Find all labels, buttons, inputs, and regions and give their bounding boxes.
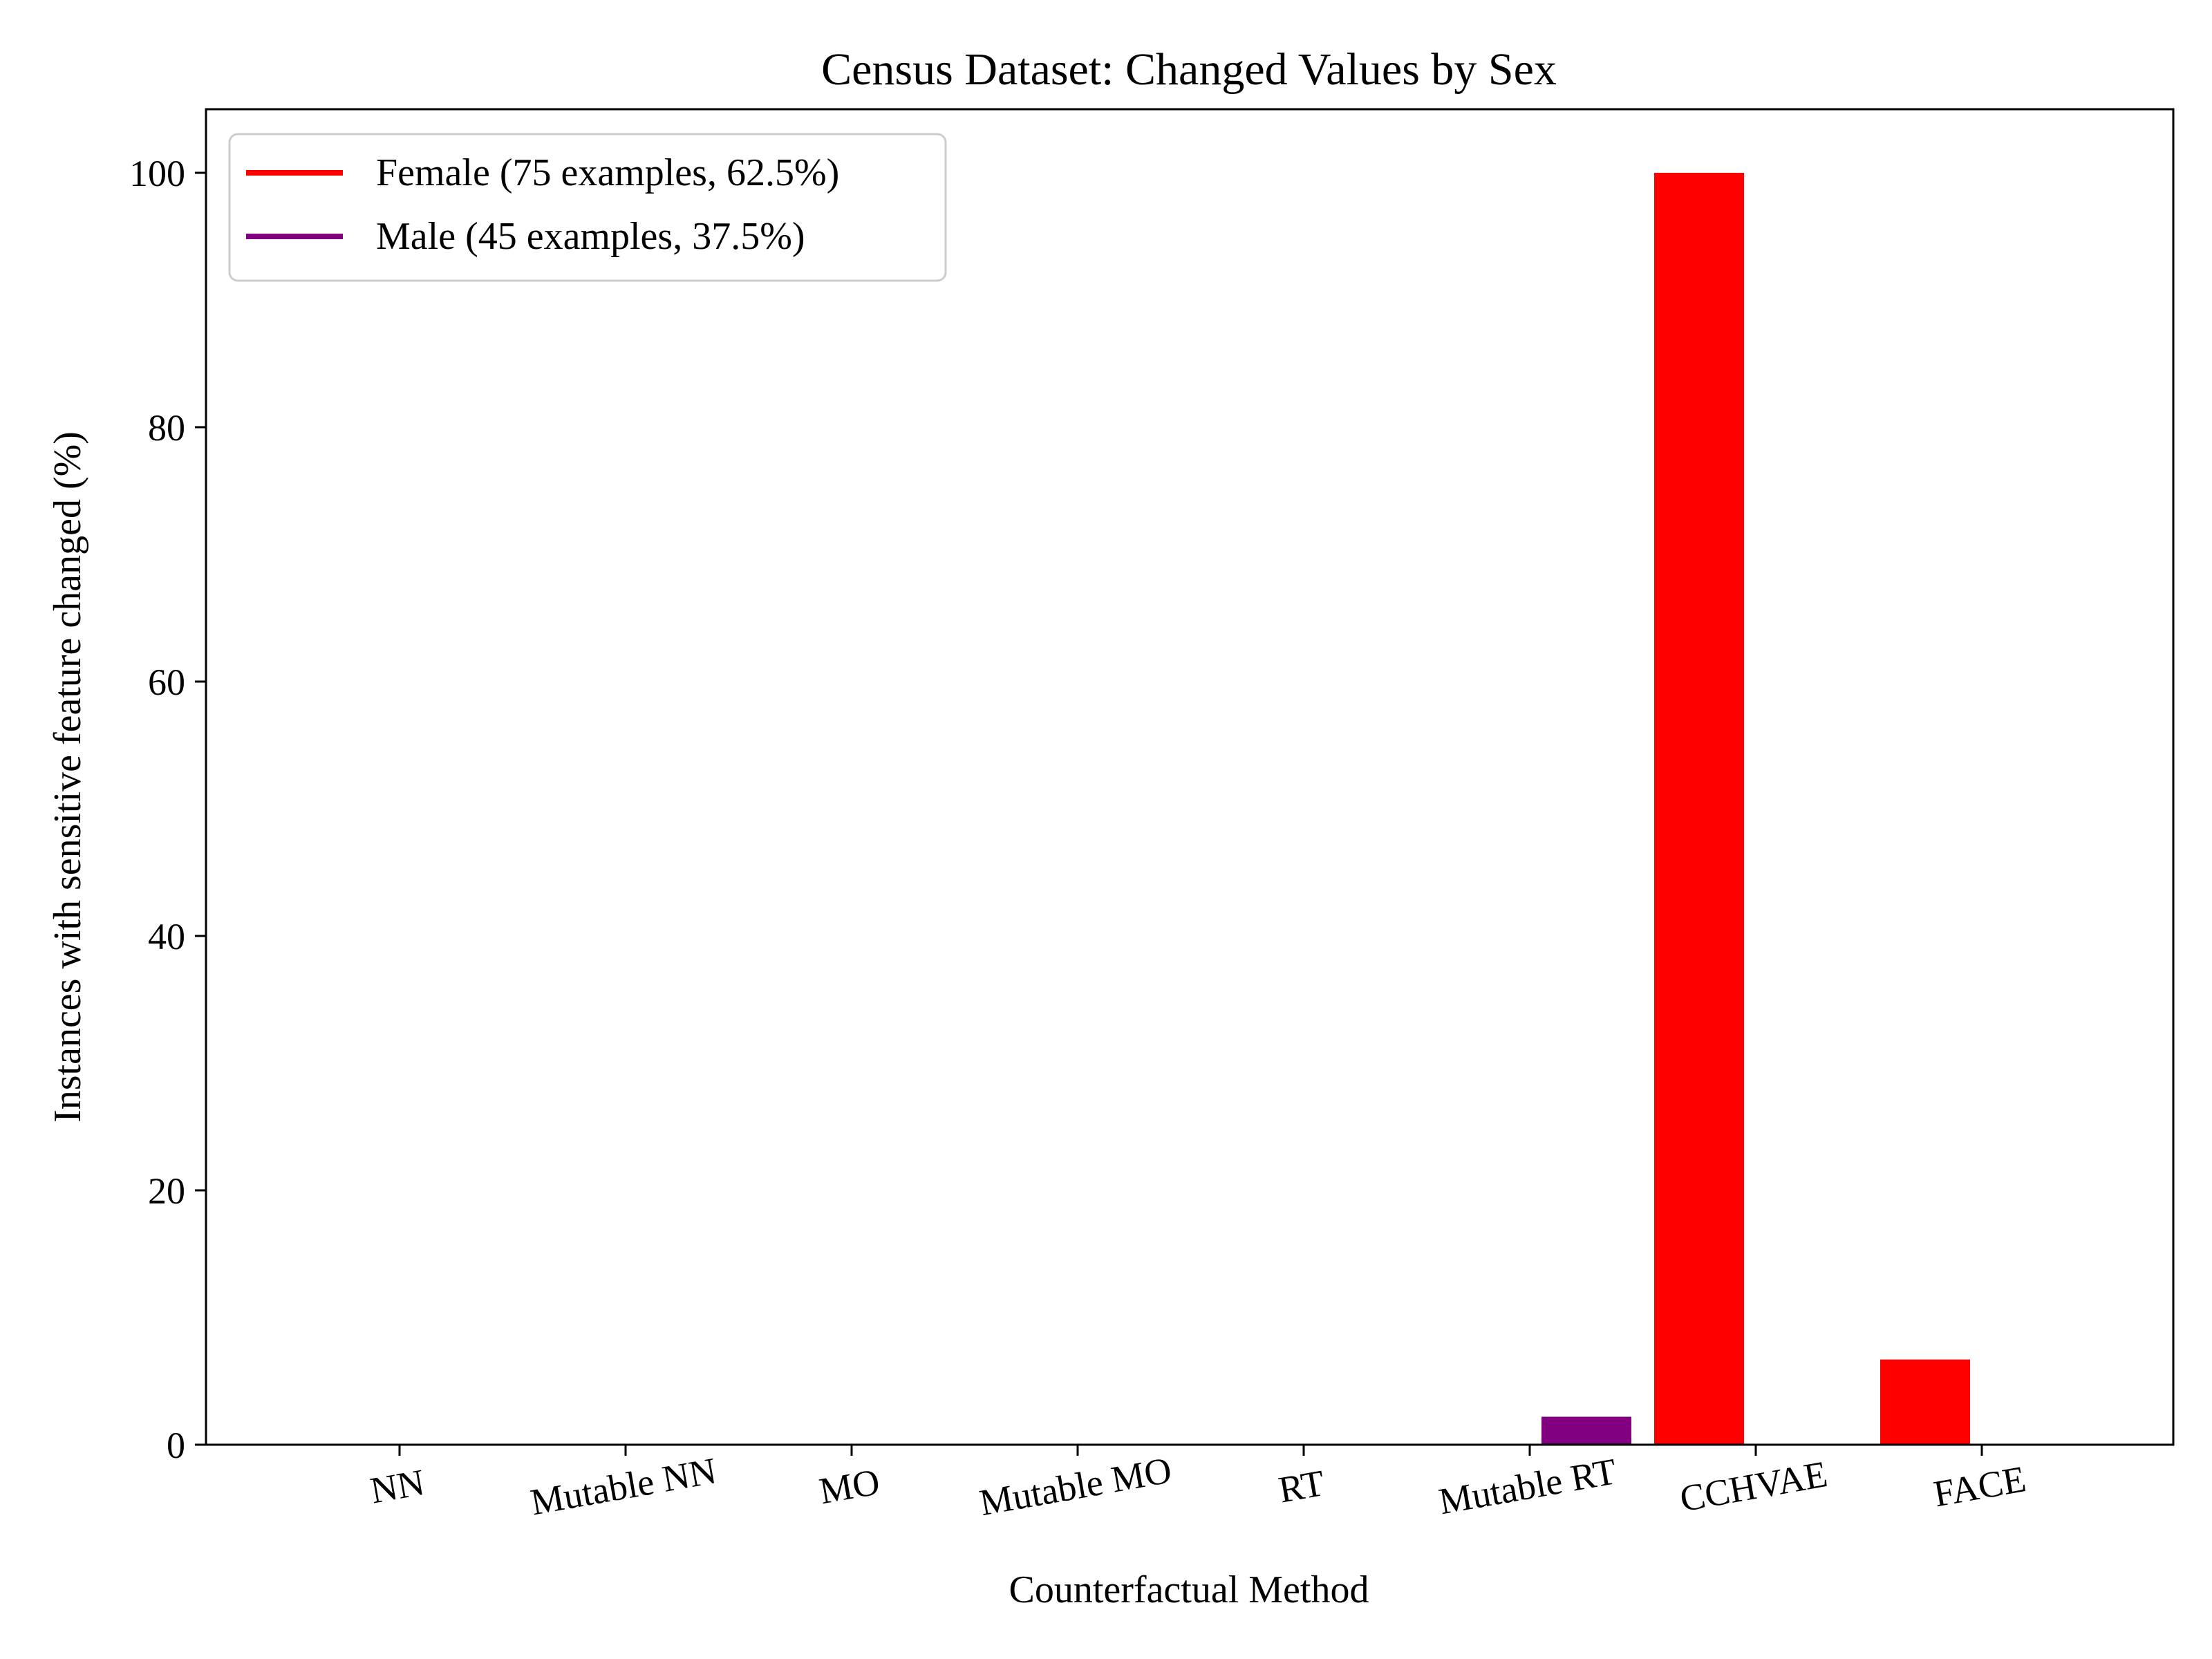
- y-axis-ticks: 0 20 40 60 80 100: [129, 153, 206, 1466]
- y-tick-label-20: 20: [148, 1170, 185, 1212]
- x-tick-label-rt: RT: [1275, 1462, 1327, 1511]
- y-tick-label-80: 80: [148, 407, 185, 449]
- y-tick-label-100: 100: [129, 153, 185, 194]
- chart-title: Census Dataset: Changed Values by Sex: [821, 44, 1557, 95]
- legend-box: [228, 133, 947, 282]
- y-tick-label-40: 40: [148, 916, 185, 957]
- x-tick-label-nn: NN: [367, 1461, 427, 1512]
- x-tick-label-mo: MO: [816, 1461, 883, 1512]
- legend-label-male: Male (45 examples, 37.5%): [376, 215, 805, 258]
- x-axis-label: Counterfactual Method: [1009, 1568, 1369, 1611]
- y-tick-label-0: 0: [167, 1425, 185, 1466]
- y-tick-label-60: 60: [148, 662, 185, 703]
- y-axis-label: Instances with sensitive feature changed…: [46, 431, 89, 1123]
- legend-label-female: Female (75 examples, 62.5%): [376, 151, 839, 194]
- bars-group: [1541, 173, 1970, 1445]
- plot-area-frame: [205, 108, 2175, 1446]
- bar-male-mutable-rt: [1541, 1416, 1631, 1445]
- bar-female-cchvae: [1654, 173, 1744, 1445]
- bar-female-face: [1880, 1359, 1970, 1445]
- legend: Female (75 examples, 62.5%) Male (45 exa…: [228, 133, 947, 282]
